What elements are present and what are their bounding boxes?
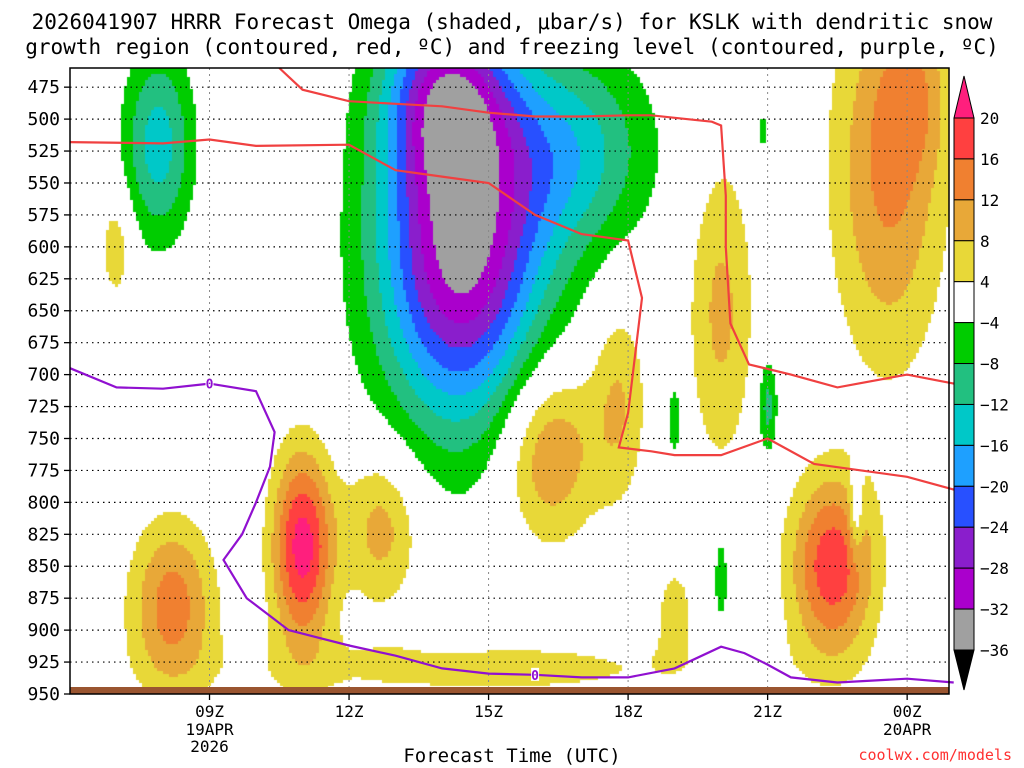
ytick-label-925: 925 — [27, 652, 60, 673]
xtick-sublabel: 2026 — [190, 737, 229, 756]
freezing-level-label: 0 — [206, 378, 214, 393]
dgz-contour-minus18 — [278, 67, 954, 389]
chart-title-line-2: growth region (contoured, red, ºC) and f… — [25, 35, 999, 59]
colorbar-box-9 — [953, 485, 975, 528]
xtick-label-12Z: 12Z — [335, 702, 364, 721]
ytick-label-825: 825 — [27, 524, 60, 545]
x-axis-label: Forecast Time (UTC) — [403, 745, 621, 767]
colorbar-box-10 — [953, 526, 975, 569]
colorbar-label: −36 — [980, 641, 1009, 660]
ytick-label-875: 875 — [27, 588, 60, 609]
omega-heatmap-image — [70, 68, 949, 694]
ytick-label-950: 950 — [27, 684, 60, 705]
ytick-label-650: 650 — [27, 301, 60, 322]
colorbar-label: −16 — [980, 436, 1009, 455]
ytick-label-800: 800 — [27, 492, 60, 513]
terrain-strip — [70, 687, 949, 694]
ytick-label-550: 550 — [27, 173, 60, 194]
colorbar-label: −8 — [980, 355, 999, 374]
colorbar-label: 12 — [980, 191, 999, 210]
xtick-sublabel: 19APR — [185, 720, 234, 739]
colorbar-box-0 — [953, 117, 975, 160]
colorbar-label: −20 — [980, 477, 1009, 496]
freezing-level-contour — [69, 367, 954, 684]
colorbar-box-12 — [953, 608, 975, 651]
colorbar-triangle-top — [953, 75, 975, 119]
colorbar-triangle-bottom — [953, 649, 975, 691]
xtick-label-18Z: 18Z — [614, 702, 643, 721]
xtick-label-00Z: 00Z — [893, 702, 922, 721]
colorbar-box-3 — [953, 240, 975, 283]
colorbar-box-8 — [953, 444, 975, 487]
colorbar-box-4 — [953, 281, 975, 324]
contours: 00 — [69, 67, 954, 684]
colorbar-label: 20 — [980, 109, 999, 128]
grid-lines — [70, 68, 949, 687]
colorbar-box-7 — [953, 403, 975, 446]
ytick-label-525: 525 — [27, 141, 60, 162]
colorbar-label: −28 — [980, 559, 1009, 578]
ytick-label-475: 475 — [27, 77, 60, 98]
ytick-label-900: 900 — [27, 620, 60, 641]
terrain-bar — [70, 687, 949, 694]
dgz-contour-minus12 — [69, 138, 954, 491]
colorbar-box-6 — [953, 363, 975, 405]
ytick-label-500: 500 — [27, 109, 60, 130]
colorbar-label: −4 — [980, 314, 999, 333]
colorbar: 20 16 12 8 4 −4 −8 −12 −16 −20 −24 −28 −32 −36 — [953, 75, 1009, 691]
colorbar-box-5 — [953, 322, 975, 365]
colorbar-label: −24 — [980, 518, 1009, 537]
colorbar-label: 8 — [980, 232, 990, 251]
ytick-label-625: 625 — [27, 269, 60, 290]
freezing-level-label: 0 — [531, 669, 539, 684]
ytick-label-775: 775 — [27, 460, 60, 481]
freezing-label-bg-0 — [205, 376, 214, 390]
colorbar-label: −12 — [980, 395, 1009, 414]
colorbar-box-11 — [953, 567, 975, 610]
y-axis-ticks: 475 500 525 550 575 600 625 650 675 700 725 750 775 8… — [27, 77, 70, 705]
colorbar-label: 4 — [980, 273, 990, 292]
freezing-label-bg-1 — [531, 667, 540, 681]
colorbar-label: 16 — [980, 150, 999, 169]
omega-shading — [70, 68, 949, 694]
xtick-label-15Z: 15Z — [474, 702, 503, 721]
ytick-label-600: 600 — [27, 237, 60, 258]
plot-border — [69, 67, 950, 695]
chart-title-line-1: 2026041907 HRRR Forecast Omega (shaded, … — [31, 10, 993, 34]
ytick-label-750: 750 — [27, 428, 60, 449]
colorbar-box-2 — [953, 199, 975, 242]
xtick-label-21Z: 21Z — [753, 702, 782, 721]
ytick-label-575: 575 — [27, 205, 60, 226]
plot-frame — [69, 67, 950, 695]
xtick-sublabel: 20APR — [883, 720, 932, 739]
xtick-label-09Z: 09Z — [195, 702, 224, 721]
ytick-label-725: 725 — [27, 397, 60, 418]
ytick-label-700: 700 — [27, 365, 60, 386]
ytick-label-675: 675 — [27, 333, 60, 354]
credit-link[interactable]: coolwx.com/models — [858, 746, 1012, 764]
ytick-label-850: 850 — [27, 556, 60, 577]
colorbar-label: −32 — [980, 600, 1009, 619]
colorbar-box-1 — [953, 158, 975, 201]
